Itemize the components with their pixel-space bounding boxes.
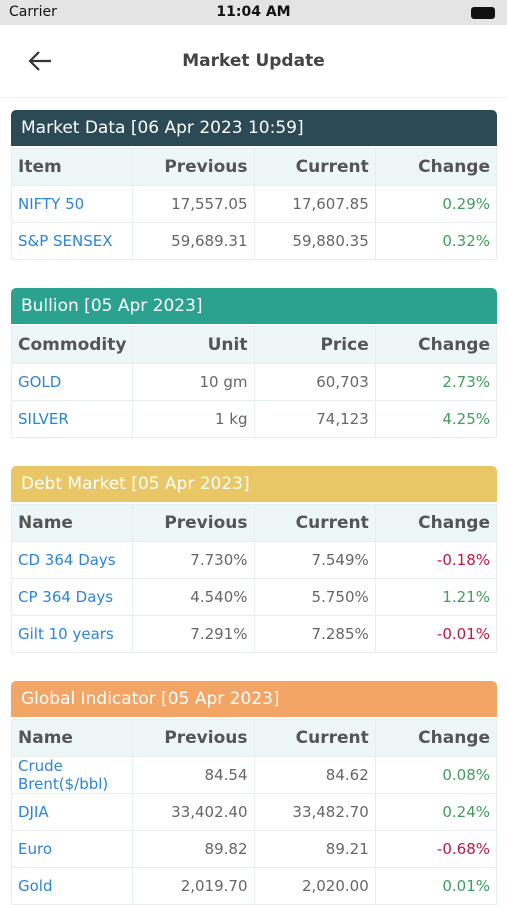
change-cell: 0.32% <box>374 222 498 260</box>
item-name[interactable]: NIFTY 50 <box>10 185 134 223</box>
column-header: Change <box>374 148 498 186</box>
item-name[interactable]: Euro <box>10 830 134 868</box>
value-cell: 7.291% <box>132 615 255 653</box>
value-cell: 60,703 <box>253 363 376 401</box>
card-title: Bullion [05 Apr 2023] <box>11 288 497 324</box>
value-cell: 2,019.70 <box>132 867 255 905</box>
value-cell: 5.750% <box>253 578 376 616</box>
value-cell: 1 kg <box>132 400 255 438</box>
change-cell: 4.25% <box>374 400 498 438</box>
item-name[interactable]: SILVER <box>10 400 134 438</box>
value-cell: 4.540% <box>132 578 255 616</box>
column-header: Current <box>253 719 376 757</box>
card-title: Global Indicator [05 Apr 2023] <box>11 681 497 717</box>
page-title: Market Update <box>182 51 325 71</box>
value-cell: 17,557.05 <box>132 185 255 223</box>
value-cell: 84.62 <box>253 756 376 794</box>
status-bar: Carrier 11:04 AM <box>0 0 507 25</box>
nav-bar: Market Update <box>0 25 507 98</box>
value-cell: 59,880.35 <box>253 222 376 260</box>
data-row: CP 364 Days 4.540% 5.750% 1.21% <box>10 578 498 616</box>
value-cell: 7.549% <box>253 541 376 579</box>
column-header: Change <box>374 326 498 364</box>
value-cell: 10 gm <box>132 363 255 401</box>
data-table: Commodity Unit Price Change GOLD 10 gm 60,703 2… <box>10 326 498 438</box>
change-cell: 0.08% <box>374 756 498 794</box>
item-name[interactable]: DJIA <box>10 793 134 831</box>
column-header: Name <box>10 719 134 757</box>
item-name[interactable]: CP 364 Days <box>10 578 134 616</box>
header-row: Commodity Unit Price Change <box>10 326 498 364</box>
value-cell: 59,689.31 <box>132 222 255 260</box>
data-row: GOLD 10 gm 60,703 2.73% <box>10 363 498 401</box>
column-header: Current <box>253 148 376 186</box>
change-cell: 2.73% <box>374 363 498 401</box>
data-row: Euro 89.82 89.21 -0.68% <box>10 830 498 868</box>
card-title: Market Data [06 Apr 2023 10:59] <box>11 110 497 146</box>
battery-icon <box>471 7 495 19</box>
value-cell: 33,402.40 <box>132 793 255 831</box>
change-cell: -0.01% <box>374 615 498 653</box>
change-cell: 0.01% <box>374 867 498 905</box>
card-title: Debt Market [05 Apr 2023] <box>11 466 497 502</box>
column-header: Commodity <box>10 326 134 364</box>
change-cell: 0.24% <box>374 793 498 831</box>
item-name[interactable]: GOLD <box>10 363 134 401</box>
value-cell: 89.82 <box>132 830 255 868</box>
column-header: Change <box>374 504 498 542</box>
market-card: Market Data [06 Apr 2023 10:59] Item Previ… <box>10 110 498 260</box>
column-header: Item <box>10 148 134 186</box>
market-card: Global Indicator [05 Apr 2023] Name Previo… <box>10 681 498 905</box>
item-name[interactable]: CD 364 Days <box>10 541 134 579</box>
market-card: Bullion [05 Apr 2023] Commodity Unit Price C… <box>10 288 498 438</box>
value-cell: 74,123 <box>253 400 376 438</box>
value-cell: 7.285% <box>253 615 376 653</box>
column-header: Unit <box>132 326 255 364</box>
item-name[interactable]: Gold <box>10 867 134 905</box>
data-row: NIFTY 50 17,557.05 17,607.85 0.29% <box>10 185 498 223</box>
data-row: CD 364 Days 7.730% 7.549% -0.18% <box>10 541 498 579</box>
data-row: SILVER 1 kg 74,123 4.25% <box>10 400 498 438</box>
column-header: Previous <box>132 504 255 542</box>
data-row: S&P SENSEX 59,689.31 59,880.35 0.32% <box>10 222 498 260</box>
column-header: Previous <box>132 719 255 757</box>
column-header: Price <box>253 326 376 364</box>
header-row: Item Previous Current Change <box>10 148 498 186</box>
item-name[interactable]: Gilt 10 years <box>10 615 134 653</box>
change-cell: -0.18% <box>374 541 498 579</box>
content: Market Data [06 Apr 2023 10:59] Item Previ… <box>0 98 507 905</box>
column-header: Change <box>374 719 498 757</box>
value-cell: 33,482.70 <box>253 793 376 831</box>
change-cell: 0.29% <box>374 185 498 223</box>
data-table: Name Previous Current Change Crude Brent($/b… <box>10 719 498 905</box>
data-row: Gilt 10 years 7.291% 7.285% -0.01% <box>10 615 498 653</box>
column-header: Current <box>253 504 376 542</box>
item-name[interactable]: Crude Brent($/bbl) <box>10 756 134 794</box>
clock: 11:04 AM <box>216 4 291 20</box>
column-header: Name <box>10 504 134 542</box>
value-cell: 7.730% <box>132 541 255 579</box>
item-name[interactable]: S&P SENSEX <box>10 222 134 260</box>
header-row: Name Previous Current Change <box>10 719 498 757</box>
market-card: Debt Market [05 Apr 2023] Name Previous Cur… <box>10 466 498 653</box>
value-cell: 84.54 <box>132 756 255 794</box>
data-row: DJIA 33,402.40 33,482.70 0.24% <box>10 793 498 831</box>
value-cell: 89.21 <box>253 830 376 868</box>
data-row: Gold 2,019.70 2,020.00 0.01% <box>10 867 498 905</box>
value-cell: 17,607.85 <box>253 185 376 223</box>
data-table: Item Previous Current Change NIFTY 50 17,557.… <box>10 148 498 260</box>
value-cell: 2,020.00 <box>253 867 376 905</box>
change-cell: 1.21% <box>374 578 498 616</box>
change-cell: -0.68% <box>374 830 498 868</box>
carrier: Carrier <box>9 4 57 20</box>
back-button[interactable] <box>27 49 53 73</box>
data-table: Name Previous Current Change CD 364 Days 7.73… <box>10 504 498 653</box>
header-row: Name Previous Current Change <box>10 504 498 542</box>
data-row: Crude Brent($/bbl) 84.54 84.62 0.08% <box>10 756 498 794</box>
column-header: Previous <box>132 148 255 186</box>
